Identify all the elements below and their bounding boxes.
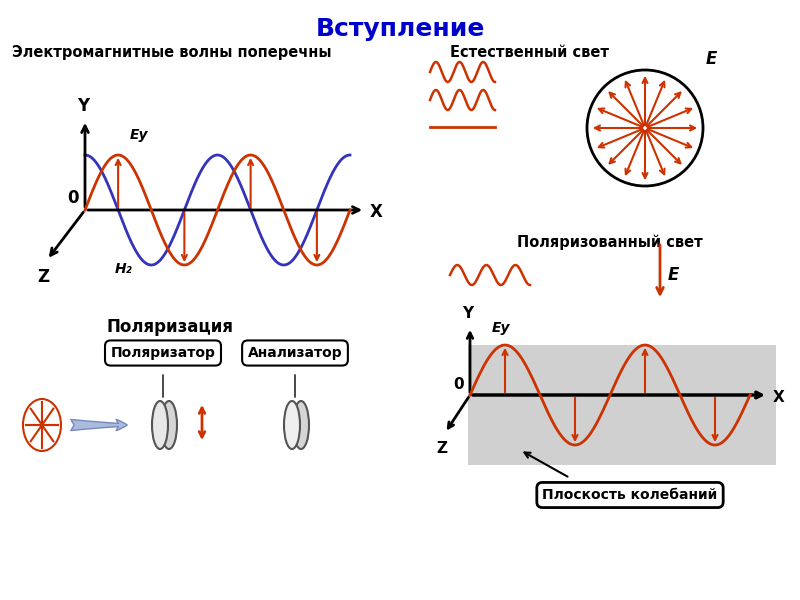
Text: Y: Y xyxy=(77,97,89,115)
Text: Y: Y xyxy=(462,306,474,321)
Text: Вступление: Вступление xyxy=(315,17,485,41)
Text: Поляризатор: Поляризатор xyxy=(110,346,215,360)
Text: X: X xyxy=(370,203,383,221)
Text: Z: Z xyxy=(437,441,447,456)
Text: 0: 0 xyxy=(454,377,464,392)
Text: 0: 0 xyxy=(67,189,79,207)
Text: Естественный свет: Естественный свет xyxy=(450,45,610,60)
Ellipse shape xyxy=(293,401,309,449)
Text: Плоскость колебаний: Плоскость колебаний xyxy=(542,488,718,502)
Text: E: E xyxy=(668,266,679,284)
Text: Eу: Eу xyxy=(130,128,149,142)
Text: X: X xyxy=(773,389,785,404)
FancyBboxPatch shape xyxy=(468,345,776,465)
Ellipse shape xyxy=(284,401,300,449)
Ellipse shape xyxy=(161,401,177,449)
Text: Электромагнитные волны поперечны: Электромагнитные волны поперечны xyxy=(12,45,331,60)
Text: E: E xyxy=(706,50,718,68)
Text: Поляризация: Поляризация xyxy=(106,318,234,336)
Text: Eу: Eу xyxy=(492,321,510,335)
Text: Поляризованный свет: Поляризованный свет xyxy=(517,235,703,251)
Text: H₂: H₂ xyxy=(115,262,133,276)
Text: Анализатор: Анализатор xyxy=(248,346,342,360)
Text: Z: Z xyxy=(37,268,49,286)
Ellipse shape xyxy=(152,401,168,449)
